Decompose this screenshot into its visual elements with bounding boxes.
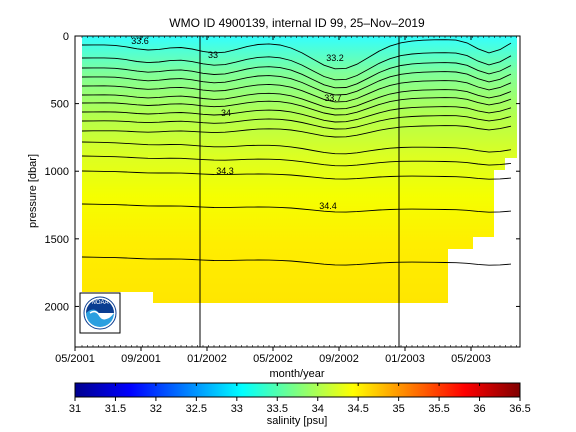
contour-line xyxy=(81,155,512,167)
salinity-field xyxy=(82,36,517,303)
colorbar-tick-label: 34 xyxy=(312,403,324,415)
vertical-markers xyxy=(199,36,400,347)
colorbar-tick-label: 32.5 xyxy=(186,403,207,415)
colorbar-tick-label: 33 xyxy=(231,403,243,415)
x-tick-label: 05/2002 xyxy=(253,353,293,365)
colorbar-tick-label: 34.5 xyxy=(347,403,368,415)
colorbar-tick-label: 31 xyxy=(69,403,81,415)
contour-lines xyxy=(81,39,512,266)
contour-line xyxy=(81,62,512,89)
colorbar-gradient xyxy=(74,382,521,398)
y-tick-label: 1000 xyxy=(45,166,69,178)
x-tick-label: 09/2002 xyxy=(319,353,359,365)
contour-line xyxy=(81,52,512,81)
contour-line xyxy=(81,89,512,110)
chart-title: WMO ID 4900139, internal ID 99, 25–Nov–2… xyxy=(169,16,425,30)
y-tick-label: 500 xyxy=(51,99,69,111)
y-tick-label: 0 xyxy=(63,31,69,43)
colorbar-tick-label: 31.5 xyxy=(105,403,126,415)
contour-line xyxy=(81,125,512,138)
y-axis: 0 500 1000 1500 2000 xyxy=(45,31,520,313)
contour-line xyxy=(81,170,512,180)
y-axis-label: pressure [dbar] xyxy=(27,154,39,228)
contour-label: 33.6 xyxy=(131,36,149,46)
x-axis-label: month/year xyxy=(269,368,324,380)
colorbar-tick-label: 36.5 xyxy=(509,403,530,415)
contour-label: 33.7 xyxy=(324,93,342,103)
contour-line xyxy=(81,203,512,213)
y-tick-label: 1500 xyxy=(45,234,69,246)
contour-line xyxy=(81,106,512,123)
plot-area: 33.6 33 33.2 33.7 34 34.3 34.4 xyxy=(81,36,517,347)
plot-frame xyxy=(74,35,521,348)
contour-label: 34 xyxy=(221,108,231,118)
x-axis: 05/2001 09/2001 01/2002 05/2002 09/2002 01/20… xyxy=(55,36,517,365)
colorbar-ticks: 31 31.5 32 32.5 33 33.5 34 34.5 35 35.5 36 36.5 xyxy=(69,383,531,415)
contour-line xyxy=(81,97,512,116)
colorbar-tick-label: 35.5 xyxy=(428,403,449,415)
colorbar-tick-label: 33.5 xyxy=(267,403,288,415)
x-tick-label: 09/2001 xyxy=(121,353,161,365)
contour-line xyxy=(81,39,512,70)
colorbar-tick-label: 36 xyxy=(473,403,485,415)
contour-line xyxy=(81,80,512,103)
salinity-fill xyxy=(82,36,517,303)
contour-line xyxy=(81,71,512,96)
x-tick-label: 01/2003 xyxy=(385,353,425,365)
colorbar: 31 31.5 32 32.5 33 33.5 34 34.5 35 35.5 36 36.5 xyxy=(69,382,531,415)
contour-line xyxy=(81,115,512,130)
colorbar-tick-label: 35 xyxy=(393,403,405,415)
contour-label: 33.2 xyxy=(326,53,344,63)
x-tick-label: 05/2003 xyxy=(451,353,491,365)
contour-line xyxy=(81,141,512,155)
noaa-logo: NOAA xyxy=(79,292,121,334)
contour-label: 34.4 xyxy=(319,201,337,211)
contour-line xyxy=(81,256,512,266)
contour-labels: 33.6 33 33.2 33.7 34 34.3 34.4 xyxy=(131,36,344,211)
contour-label: 34.3 xyxy=(216,166,234,176)
colorbar-label: salinity [psu] xyxy=(267,415,328,427)
contour-label: 33 xyxy=(208,50,218,60)
svg-text:NOAA: NOAA xyxy=(91,300,108,306)
x-tick-label: 01/2002 xyxy=(187,353,227,365)
y-tick-label: 2000 xyxy=(45,301,69,313)
x-tick-label: 05/2001 xyxy=(55,353,95,365)
colorbar-tick-label: 32 xyxy=(150,403,162,415)
